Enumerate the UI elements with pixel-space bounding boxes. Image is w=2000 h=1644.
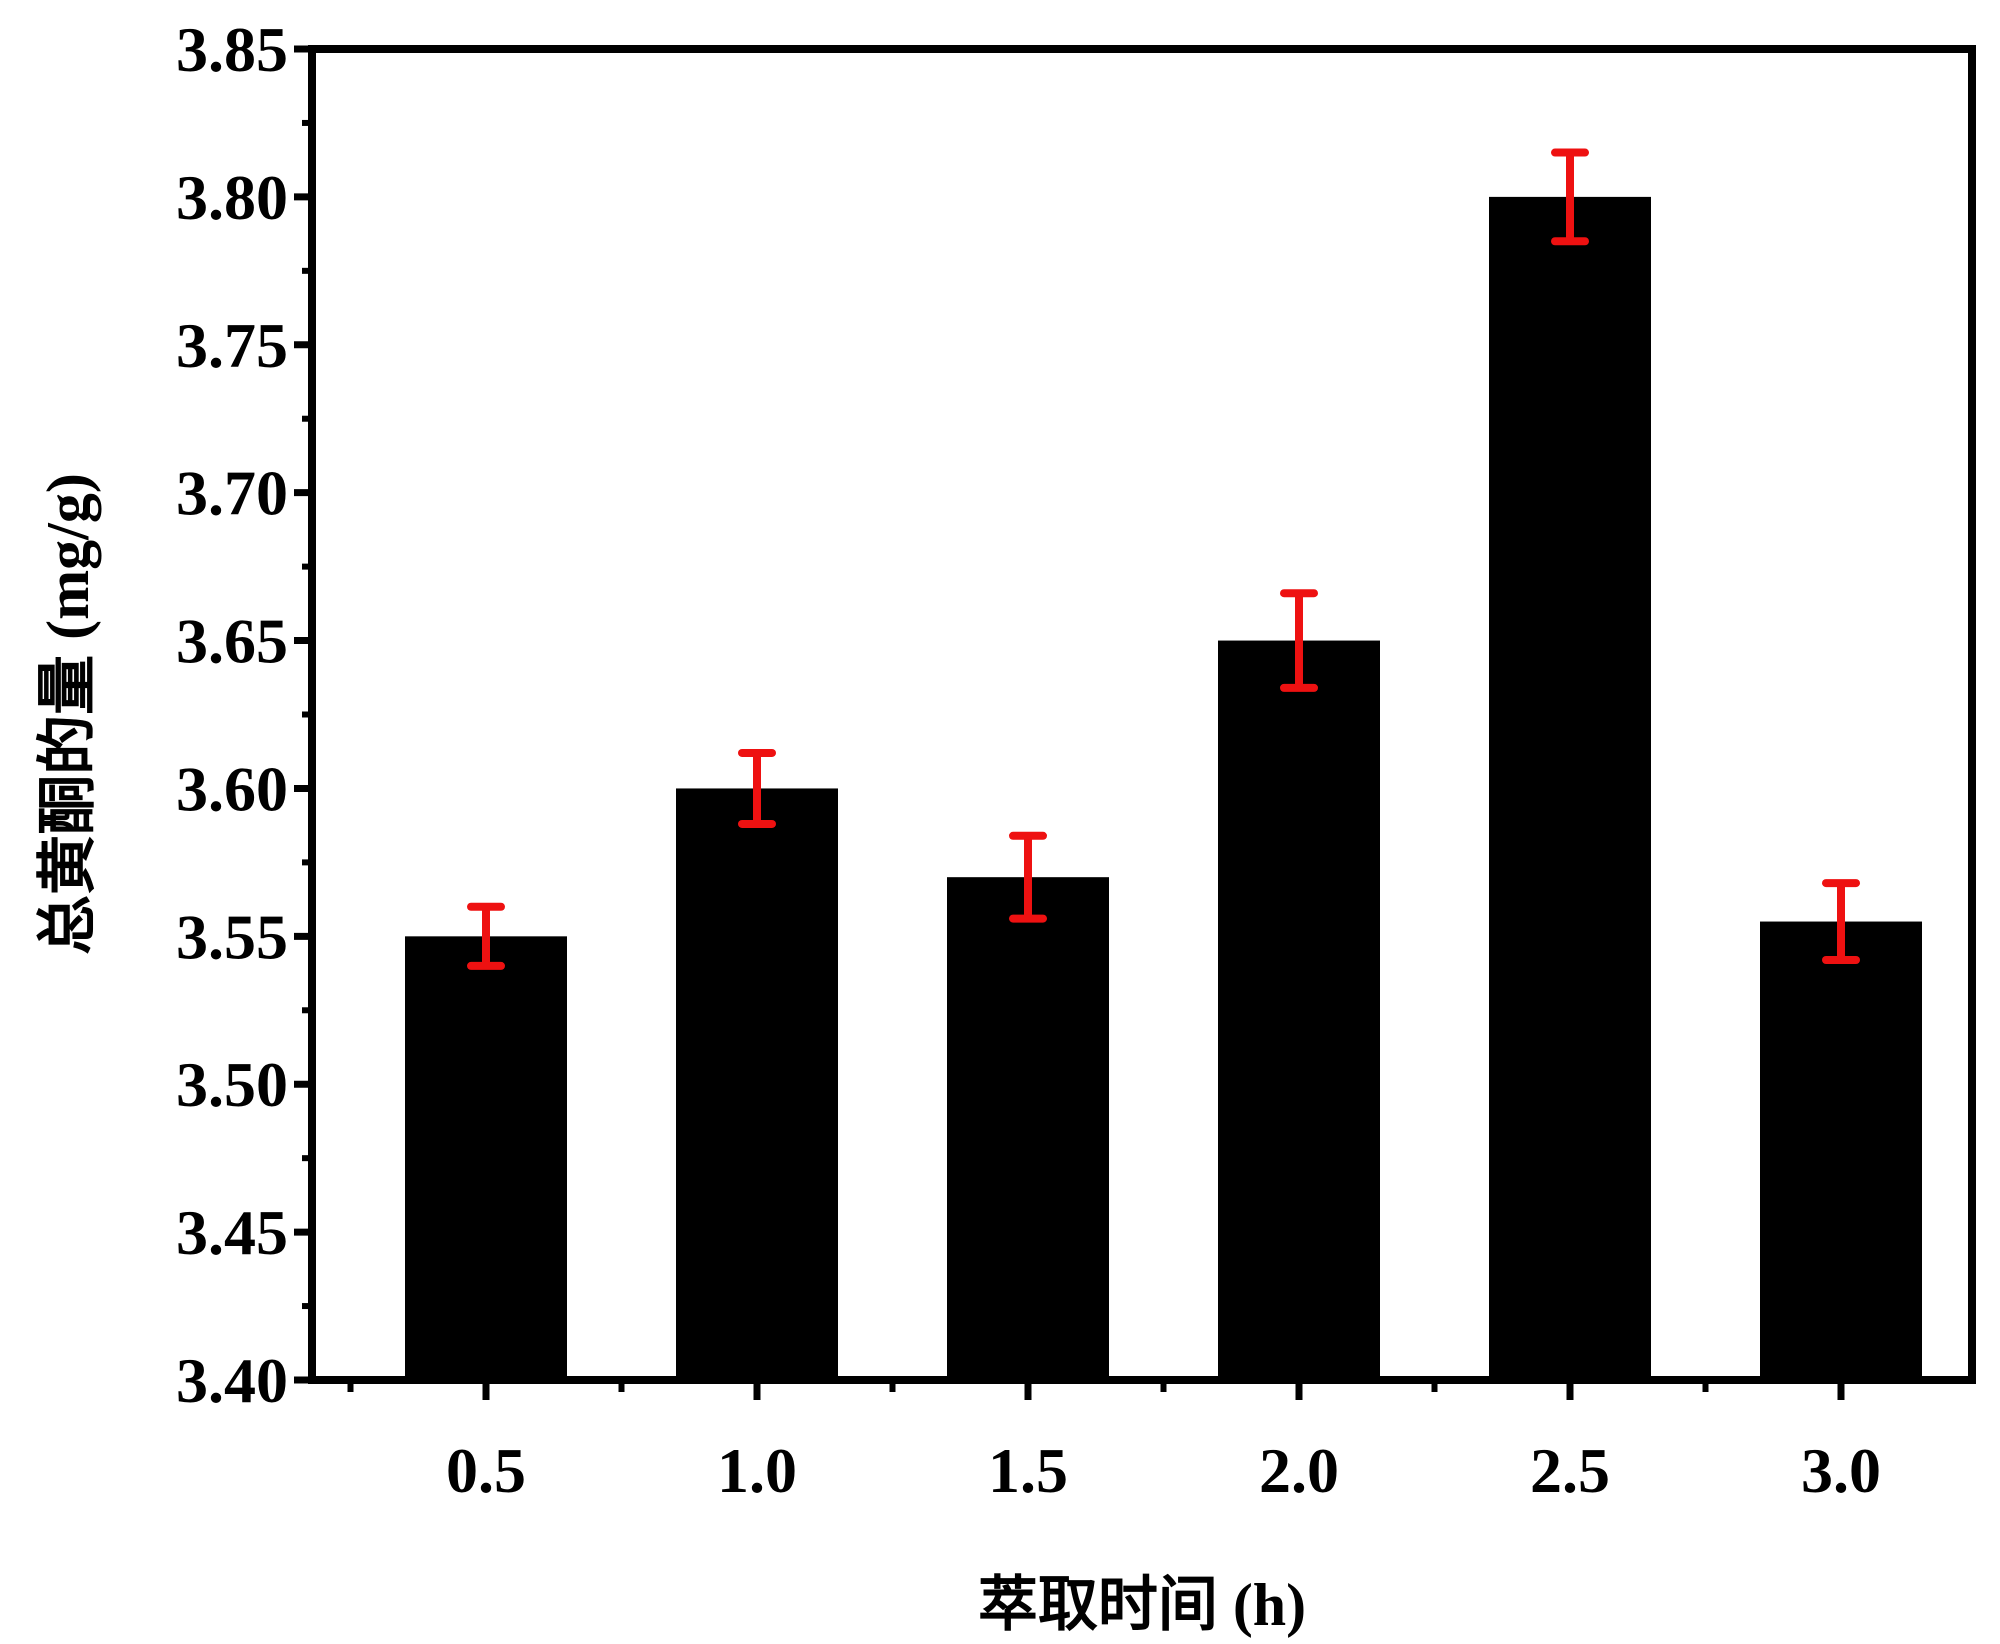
y-tick-label: 3.50 [176,1049,288,1120]
x-tick-label: 1.5 [988,1435,1068,1506]
x-tick-label: 3.0 [1801,1435,1881,1506]
x-tick-label: 1.0 [717,1435,797,1506]
bars-layer [405,196,1922,1380]
error-bar-0.5 [467,902,505,970]
y-tick-label: 3.70 [176,458,288,529]
x-axis: 0.5 1.0 1.5 2.0 2.5 3.0 [347,1380,1881,1506]
error-bar-1.5 [1009,831,1047,923]
bar-3.0 [1760,921,1922,1380]
y-tick-label: 3.45 [176,1197,288,1268]
x-tick-label: 0.5 [446,1435,526,1506]
y-axis-title: 总黄酮的量 (mg/g) [35,473,101,955]
bar-1.5 [947,877,1109,1380]
y-tick-label: 3.65 [176,606,288,677]
bar-1.0 [676,788,838,1380]
error-bars-layer [467,148,1860,970]
error-bar-3.0 [1822,879,1860,964]
error-bar-2.5 [1551,148,1589,246]
x-tick-label: 2.5 [1530,1435,1610,1506]
bar-0.5 [405,936,567,1380]
error-bar-1.0 [738,748,776,828]
y-tick-label: 3.55 [176,901,288,972]
error-bar-2.0 [1280,589,1318,692]
y-tick-label: 3.40 [176,1345,288,1416]
y-tick-label: 3.80 [176,162,288,233]
bar-2.0 [1218,640,1380,1380]
y-tick-label: 3.60 [176,753,288,824]
bar-2.5 [1489,196,1651,1380]
y-tick-label: 3.85 [176,14,288,85]
x-axis-title: 萃取时间 (h) [978,1572,1306,1638]
x-tick-label: 2.0 [1259,1435,1339,1506]
y-axis: 3.40 3.45 3.50 3.55 3.60 3.65 3.70 3.75 3.80 3.85 [176,14,312,1416]
y-tick-label: 3.75 [176,310,288,381]
